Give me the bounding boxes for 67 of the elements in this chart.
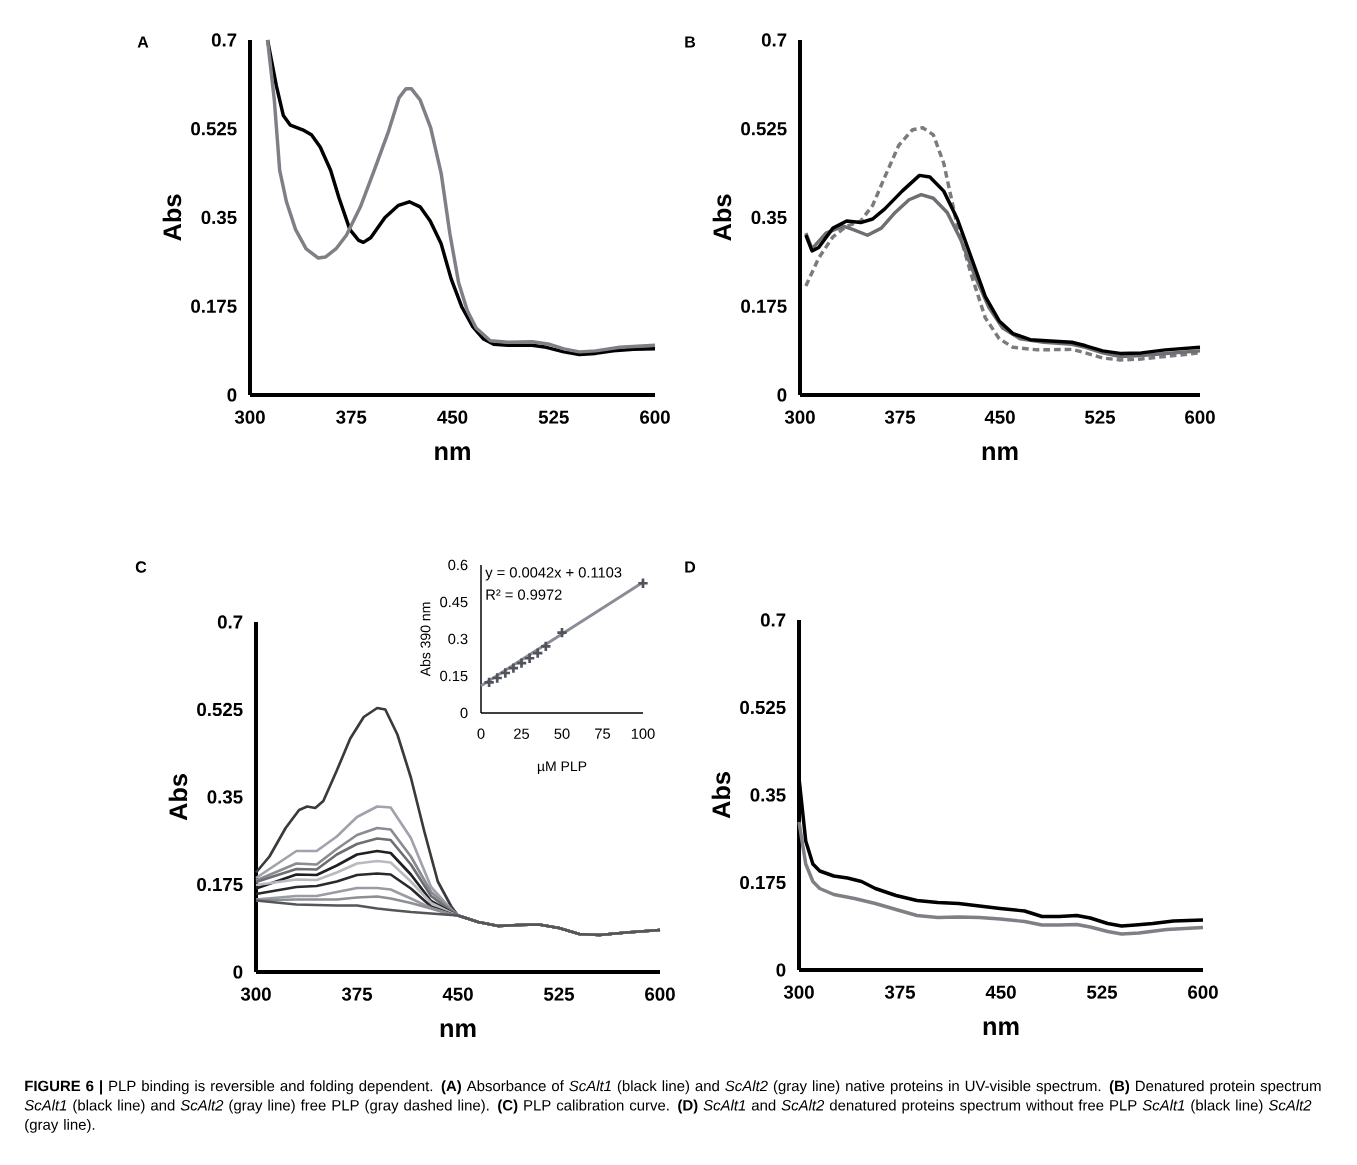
x-axis-title: nm <box>435 446 470 460</box>
x-tick-label: 525 <box>1087 985 1118 999</box>
x-axis-title: µM PLP <box>537 761 587 774</box>
annotation: R² = 0.9972 <box>486 589 562 600</box>
x-tick-label: 300 <box>784 410 815 424</box>
x-tick-label: 375 <box>341 987 373 1001</box>
y-tick-label: 0.15 <box>440 670 468 682</box>
y-tick-label: 0.35 <box>750 788 786 802</box>
y-tick-label: 0.525 <box>740 700 786 715</box>
y-tick-label: 0.525 <box>197 702 243 717</box>
y-tick-label: 0.175 <box>741 299 787 313</box>
y-tick-label: 0 <box>460 707 468 719</box>
x-axis-title: nm <box>440 1023 476 1037</box>
y-tick-label: 0.7 <box>217 615 243 629</box>
x-tick-label: 450 <box>442 987 473 1001</box>
y-tick-label: 0.7 <box>761 33 787 47</box>
y-tick-label: 0.35 <box>207 790 243 804</box>
x-tick-label: 375 <box>884 985 916 999</box>
x-tick-label: 525 <box>544 987 575 1001</box>
y-tick-label: 0.35 <box>751 210 787 225</box>
chart-title: A <box>137 36 149 48</box>
y-tick-label: 0 <box>777 388 787 402</box>
x-tick-label: 0 <box>477 728 485 739</box>
x-tick-label: 450 <box>984 410 1015 424</box>
y-axis-title: Abs <box>712 194 732 241</box>
chart-title: C <box>135 561 147 573</box>
x-tick-label: 25 <box>514 728 530 739</box>
x-tick-label: 600 <box>1185 410 1215 424</box>
y-axis-title: Abs 390 nm <box>420 602 431 677</box>
x-tick-label: 50 <box>554 728 570 739</box>
y-tick-label: 0.3 <box>448 633 468 645</box>
y-tick-label: 0.175 <box>740 875 786 890</box>
x-tick-label: 450 <box>985 985 1016 999</box>
y-tick-label: 0.6 <box>448 559 468 571</box>
y-tick-label: 0.35 <box>201 210 237 225</box>
text: FIGURE 6 | PLP binding is reversible and folding dependent. (A) Absorbance of ScAlt1 (black line) and ScAlt2 (gray line) native proteins in UV-visible spectrum. (B) Denatured protein spectrum ScAlt1 (black line) and ScAlt2 (gray line) free PLP (gray dashed line). (C) PLP calibration curve. (D) ScAlt1 and ScAlt2 denatured proteins spectrum without free PLP ScAlt1 (black line) ScAlt2 (gray line). <box>24 1080 1321 1133</box>
y-axis-title: Abs <box>168 774 188 821</box>
x-tick-label: 375 <box>336 410 367 424</box>
x-tick-label: 300 <box>240 987 271 1001</box>
y-tick-label: 0.7 <box>211 33 237 47</box>
y-tick-label: 0.175 <box>191 299 237 313</box>
y-tick-label: 0.175 <box>197 877 243 892</box>
y-axis-title: Abs <box>162 194 182 241</box>
x-tick-label: 100 <box>631 728 655 739</box>
y-tick-label: 0 <box>776 963 786 977</box>
x-tick-label: 300 <box>234 410 265 424</box>
y-tick-label: 0.525 <box>741 122 787 136</box>
x-tick-label: 600 <box>1188 985 1218 999</box>
x-tick-label: 525 <box>1085 410 1116 424</box>
y-tick-label: 0 <box>227 388 237 402</box>
chart-title: B <box>685 36 696 48</box>
y-tick-label: 0 <box>233 965 243 979</box>
y-axis-title: Abs <box>711 772 731 819</box>
x-tick-label: 300 <box>783 985 814 999</box>
x-tick-label: 600 <box>640 410 670 424</box>
x-tick-label: 375 <box>884 410 916 424</box>
x-tick-label: 525 <box>538 410 569 424</box>
chart-title: D <box>685 561 696 573</box>
y-tick-label: 0.525 <box>191 122 237 136</box>
y-tick-label: 0.7 <box>760 613 786 627</box>
x-tick-label: 75 <box>595 728 611 739</box>
x-tick-label: 450 <box>437 410 468 424</box>
x-tick-label: 600 <box>645 987 675 1001</box>
annotation: y = 0.0042x + 0.1103 <box>485 567 622 581</box>
y-tick-label: 0.45 <box>440 596 468 608</box>
x-axis-title: nm <box>982 446 1018 460</box>
x-axis-title: nm <box>983 1021 1019 1035</box>
